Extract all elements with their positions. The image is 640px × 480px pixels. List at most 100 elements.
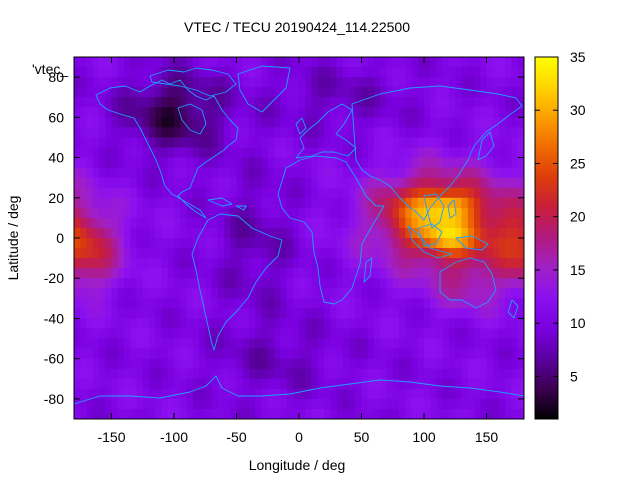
heatmap-cell	[317, 368, 325, 380]
heatmap-cell	[167, 398, 175, 410]
heatmap-cell	[292, 187, 300, 199]
heatmap-cell	[267, 177, 275, 189]
heatmap-cell	[211, 338, 219, 350]
heatmap-cell	[255, 187, 263, 199]
heatmap-cell	[305, 207, 313, 219]
heatmap-cell	[355, 378, 363, 390]
heatmap-cell	[511, 338, 519, 350]
heatmap-cell	[411, 107, 419, 118]
heatmap-cell	[111, 238, 119, 249]
heatmap-cell	[374, 288, 381, 299]
heatmap-cell	[136, 378, 144, 390]
heatmap-cell	[142, 388, 150, 400]
heatmap-cell	[467, 338, 475, 350]
heatmap-cell	[374, 157, 381, 169]
heatmap-cell	[380, 57, 388, 68]
heatmap-cell	[286, 197, 294, 209]
heatmap-cell	[174, 328, 181, 340]
heatmap-cell	[274, 348, 281, 360]
heatmap-cell	[330, 408, 338, 419]
heatmap-cell	[274, 398, 281, 410]
heatmap-cell	[155, 177, 163, 189]
heatmap-cell	[292, 278, 300, 289]
heatmap-cell	[467, 378, 475, 390]
heatmap-cell	[355, 87, 363, 98]
heatmap-cell	[117, 318, 125, 330]
coastline-arctic-islands	[149, 67, 237, 97]
heatmap-cell	[436, 127, 444, 139]
heatmap-cell	[499, 177, 506, 189]
heatmap-cell	[355, 258, 363, 269]
heatmap-cell	[511, 378, 519, 390]
heatmap-cell	[142, 298, 150, 309]
heatmap-cell	[467, 318, 475, 330]
heatmap-cell	[467, 258, 475, 269]
heatmap-cell	[292, 107, 300, 118]
heatmap-cell	[149, 318, 156, 330]
heatmap-cell	[105, 378, 113, 390]
heatmap-cell	[467, 97, 475, 108]
heatmap-cell	[236, 127, 244, 139]
heatmap-cell	[274, 248, 281, 259]
heatmap-cell	[367, 348, 375, 360]
heatmap-cell	[92, 358, 100, 370]
heatmap-cell	[355, 348, 363, 360]
heatmap-cell	[405, 388, 413, 400]
heatmap-cell	[224, 308, 231, 320]
heatmap-cell	[267, 288, 275, 299]
heatmap-cell	[392, 107, 400, 118]
heatmap-cell	[230, 127, 238, 139]
heatmap-cell	[336, 167, 344, 179]
heatmap-cell	[436, 57, 444, 68]
heatmap-cell	[492, 288, 500, 299]
heatmap-cell	[499, 308, 506, 320]
heatmap-cell	[124, 338, 131, 350]
heatmap-cell	[455, 177, 463, 189]
heatmap-cell	[411, 408, 419, 419]
heatmap-cell	[474, 258, 481, 269]
heatmap-cell	[111, 248, 119, 259]
heatmap-cell	[342, 308, 350, 320]
heatmap-cell	[199, 318, 206, 330]
heatmap-cell	[105, 318, 113, 330]
heatmap-cell	[424, 318, 431, 330]
heatmap-cell	[249, 137, 256, 149]
heatmap-cell	[299, 137, 306, 149]
heatmap-cell	[461, 318, 469, 330]
heatmap-cell	[130, 57, 138, 68]
heatmap-cell	[324, 268, 331, 279]
heatmap-cell	[467, 117, 475, 128]
heatmap-cell	[449, 238, 456, 249]
heatmap-cell	[142, 368, 150, 380]
heatmap-cell	[305, 308, 313, 320]
heatmap-cell	[142, 408, 150, 419]
heatmap-cell	[311, 147, 319, 159]
heatmap-cell	[511, 258, 519, 269]
heatmap-cell	[74, 187, 81, 199]
heatmap-cell	[261, 197, 269, 209]
heatmap-cell	[411, 398, 419, 410]
heatmap-cell	[449, 157, 456, 169]
heatmap-cell	[480, 157, 488, 169]
heatmap-cell	[192, 408, 200, 419]
heatmap-cell	[161, 217, 169, 229]
heatmap-cell	[217, 238, 225, 249]
heatmap-cell	[255, 238, 263, 249]
heatmap-cell	[261, 167, 269, 179]
heatmap-cell	[505, 187, 513, 199]
heatmap-cell	[267, 147, 275, 159]
heatmap-cell	[405, 187, 413, 199]
heatmap-cell	[361, 67, 369, 78]
heatmap-cell	[180, 358, 188, 370]
heatmap-cell	[430, 127, 438, 139]
heatmap-cell	[292, 117, 300, 128]
heatmap-cell	[361, 238, 369, 249]
heatmap-cell	[442, 217, 450, 229]
heatmap-cell	[224, 248, 231, 259]
heatmap-cell	[124, 227, 131, 239]
heatmap-cell	[361, 207, 369, 219]
heatmap-cell	[217, 187, 225, 199]
heatmap-cell	[224, 117, 231, 128]
heatmap-cell	[130, 97, 138, 108]
heatmap-cell	[136, 117, 144, 128]
